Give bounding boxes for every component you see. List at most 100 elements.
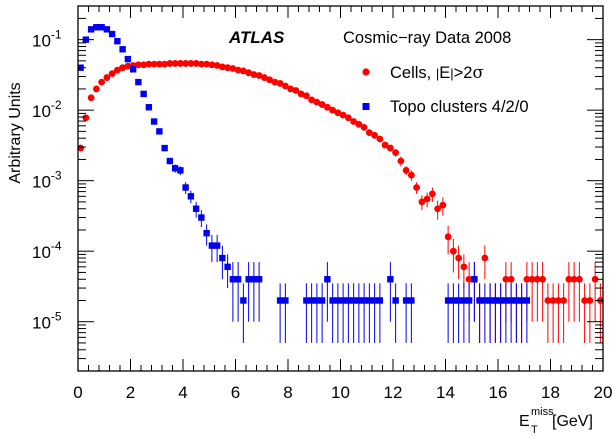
data-point-topo: [161, 144, 168, 152]
data-point-cells: [449, 247, 457, 255]
data-point-cells: [544, 297, 552, 304]
data-point-cells: [276, 79, 284, 87]
data-point-topo: [177, 167, 184, 174]
data-point-cells: [297, 90, 305, 98]
data-point-topo: [303, 297, 310, 304]
data-point-topo: [87, 26, 95, 33]
data-point-cells: [323, 103, 331, 111]
data-point-topo: [518, 297, 525, 304]
legend-marker-topo: [362, 103, 370, 110]
data-point-cells: [171, 60, 179, 67]
data-point-topo: [502, 297, 510, 304]
x-tick-label: 0: [73, 383, 82, 402]
y-tick-label: 10-3: [32, 169, 62, 192]
data-point-cells: [161, 60, 169, 68]
data-point-cells: [392, 149, 400, 157]
data-point-cells: [92, 85, 100, 93]
tick-labels: 0 2 4 6 8 10 12 14 16 18 20 10-1 10-2 10-3 10-4 10-5: [32, 28, 612, 402]
data-point-cells: [260, 74, 268, 81]
data-point-topo: [371, 297, 378, 304]
legend: Cells, |E|>2σ Topo clusters 4/2/0: [362, 63, 529, 116]
data-point-topo: [334, 297, 342, 304]
data-point-cells: [397, 157, 405, 165]
data-point-cells: [140, 61, 148, 69]
data-point-topo: [513, 297, 520, 304]
y-tick-label: 10-4: [32, 239, 62, 262]
data-point-topo: [229, 276, 237, 283]
data-point-topo: [156, 128, 163, 135]
data-point-cells: [229, 65, 237, 72]
data-point-cells: [313, 98, 321, 106]
data-point-cells: [302, 92, 310, 100]
data-point-topo: [198, 214, 205, 221]
data-point-topo: [360, 297, 368, 304]
data-point-cells: [255, 72, 263, 79]
data-point-cells: [166, 60, 174, 67]
data-point-topo: [350, 297, 357, 304]
data-point-cells: [481, 254, 489, 262]
x-tick-label: 4: [178, 383, 187, 402]
data-point-topo: [376, 297, 384, 304]
x-axis-title: E miss T [GeV]: [519, 406, 593, 436]
data-point-topo: [140, 90, 147, 98]
data-point-cells: [87, 94, 95, 102]
data-point-cells: [413, 184, 421, 191]
data-point-cells: [554, 297, 562, 304]
data-point-topo: [276, 297, 284, 304]
data-point-cells: [234, 66, 242, 74]
data-point-cells: [77, 144, 85, 152]
data-point-cells: [339, 111, 347, 119]
data-point-cells: [119, 64, 127, 72]
data-point-cells: [108, 70, 116, 77]
data-point-topo: [476, 297, 483, 304]
data-point-topo: [308, 297, 315, 304]
x-tick-label: 18: [541, 383, 560, 402]
data-point-cells: [281, 82, 289, 90]
data-point-topo: [465, 297, 473, 304]
data-point-cells: [208, 61, 216, 69]
data-point-cells: [376, 135, 384, 143]
x-tick-label: 2: [126, 383, 135, 402]
x-tick-label: 16: [489, 383, 508, 402]
dataset-label: Cosmic−ray Data 2008: [343, 29, 511, 47]
data-point-cells: [386, 144, 394, 152]
data-point-topo: [408, 297, 415, 304]
data-point-cells: [150, 60, 158, 68]
data-point-cells: [444, 233, 452, 241]
data-point-topo: [150, 118, 158, 125]
data-point-cells: [350, 118, 358, 125]
data-point-topo: [392, 297, 399, 304]
data-point-cells: [575, 275, 583, 283]
data-point-topo: [240, 297, 247, 304]
axis-ticks: [77, 6, 604, 372]
data-point-cells: [82, 114, 90, 122]
y-axis-title: Arbitrary Units: [7, 82, 24, 183]
x-axis-title-unit: [GeV]: [552, 413, 593, 430]
data-point-cells: [245, 69, 253, 77]
data-point-cells: [344, 114, 352, 122]
data-point-topo: [339, 297, 347, 304]
x-axis-title-subscript: T: [531, 424, 538, 436]
data-point-topo: [455, 297, 462, 304]
data-point-cells: [182, 60, 190, 67]
data-point-cells: [528, 275, 536, 283]
data-point-topo: [145, 104, 153, 111]
x-axis-title-symbol: E: [519, 413, 530, 430]
data-point-topo: [471, 276, 478, 283]
data-point-cells: [533, 275, 541, 283]
data-point-cells: [334, 109, 342, 117]
data-point-cells: [113, 66, 121, 74]
data-point-cells: [98, 78, 106, 86]
data-point-topo: [219, 254, 226, 262]
x-tick-label: 14: [436, 383, 455, 402]
data-point-topo: [192, 205, 200, 212]
data-point-topo: [208, 242, 216, 249]
data-point-topo: [497, 297, 504, 304]
data-point-cells: [581, 297, 589, 304]
data-point-cells: [287, 85, 295, 93]
data-point-topo: [313, 297, 321, 304]
data-point-topo: [98, 24, 105, 31]
data-point-cells: [134, 61, 142, 69]
data-point-cells: [502, 275, 510, 283]
